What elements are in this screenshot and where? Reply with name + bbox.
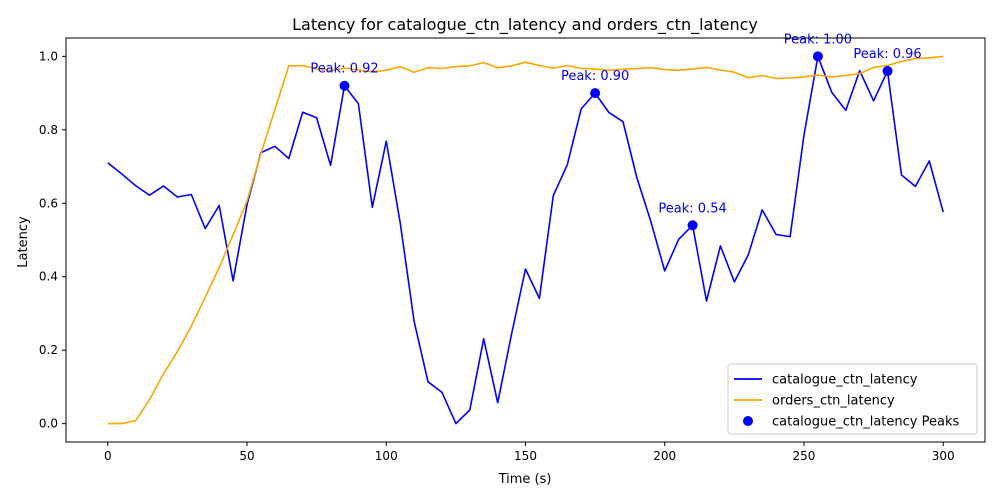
y-tick-label: 0.4 xyxy=(39,270,58,284)
y-tick-label: 0.6 xyxy=(39,196,58,210)
legend-label: catalogue_ctn_latency Peaks xyxy=(772,415,959,430)
plot-frame xyxy=(65,37,986,443)
x-axis-label: Time (s) xyxy=(498,472,552,487)
peak-label: Peak: 0.92 xyxy=(310,62,378,77)
series-line-catalogue_ctn_latency xyxy=(107,55,944,425)
x-axis-ticks: 0 50 100 150 200 250 300 xyxy=(104,442,955,463)
peak-marker xyxy=(590,88,601,99)
legend-swatch xyxy=(743,416,753,426)
chart-title: Latency for catalogue_ctn_latency and or… xyxy=(292,15,758,35)
y-axis-ticks: 0.0 0.2 0.4 0.6 0.8 1.0 xyxy=(39,49,66,431)
peak-marker xyxy=(339,80,350,91)
peak-marker xyxy=(812,51,823,62)
x-tick-label: 0 xyxy=(104,449,112,463)
series-line-orders_ctn_latency xyxy=(107,55,944,425)
x-tick-label: 150 xyxy=(514,449,537,463)
x-tick-label: 300 xyxy=(932,449,955,463)
y-axis-label: Latency xyxy=(16,216,31,268)
y-tick-label: 0.2 xyxy=(39,343,58,357)
x-tick-label: 250 xyxy=(793,449,816,463)
legend-label: orders_ctn_latency xyxy=(772,394,895,409)
x-tick-label: 200 xyxy=(653,449,676,463)
peak-label: Peak: 0.96 xyxy=(853,47,921,62)
legend-label: catalogue_ctn_latency xyxy=(772,373,918,388)
x-tick-label: 50 xyxy=(239,449,254,463)
x-tick-label: 100 xyxy=(375,449,398,463)
peak-marker xyxy=(882,66,893,77)
peak-label: Peak: 0.90 xyxy=(561,69,629,84)
plot-area: Peak: 0.92 Peak: 0.90 Peak: 0.54 Peak: 1.00… xyxy=(107,32,944,425)
peak-label: Peak: 0.54 xyxy=(658,201,726,216)
y-tick-label: 1.0 xyxy=(39,49,58,63)
y-tick-label: 0.0 xyxy=(39,417,58,431)
peak-label: Peak: 1.00 xyxy=(784,32,852,47)
legend-box xyxy=(727,363,978,435)
y-tick-label: 0.8 xyxy=(39,123,58,137)
peak-marker xyxy=(687,220,698,231)
legend: catalogue_ctn_latency orders_ctn_latencyc… xyxy=(727,363,978,435)
